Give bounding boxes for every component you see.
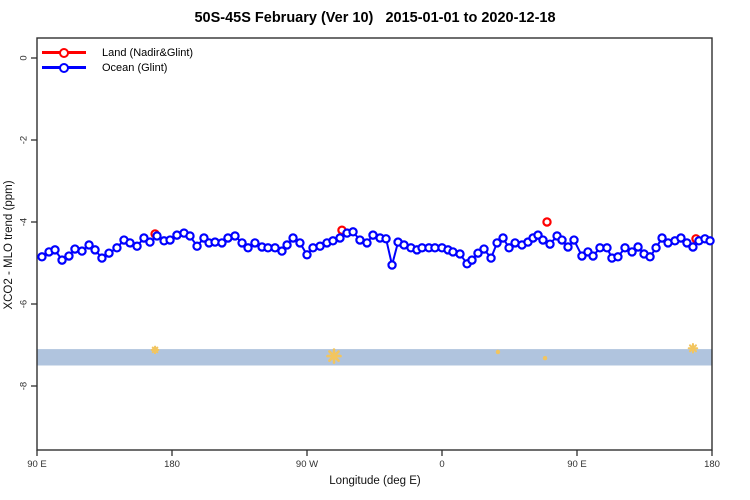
ocean-data-point [381, 234, 391, 244]
ocean-data-point [538, 235, 548, 245]
ocean-data-point [577, 251, 587, 261]
flagged-asterisk-icon [688, 344, 697, 353]
ocean-data-point [676, 233, 686, 243]
land-data-point [542, 217, 552, 227]
ocean-data-point [348, 227, 358, 237]
ocean-series-swatch [42, 62, 86, 73]
ocean-data-point [569, 235, 579, 245]
ocean-data-point [504, 243, 514, 253]
y-tick-label: -4 [19, 218, 30, 226]
ocean-data-point [486, 253, 496, 263]
ocean-data-point [139, 233, 149, 243]
ocean-data-point [145, 237, 155, 247]
ocean-data-point [588, 251, 598, 261]
ocean-data-point [37, 252, 47, 262]
flagged-asterisk-icon [543, 356, 547, 361]
x-tick-label: 90 E [27, 459, 47, 470]
y-axis-title: XCO2 - MLO trend (ppm) [3, 180, 15, 310]
legend-item-land: Land (Nadir&Glint) [42, 45, 193, 60]
chart-title: 50S-45S February (Ver 10) 2015-01-01 to … [194, 10, 556, 26]
ocean-data-point [492, 238, 502, 248]
x-tick-label: 0 [439, 459, 444, 470]
ocean-data-point [613, 252, 623, 262]
ocean-data-point [288, 233, 298, 243]
ocean-data-point [657, 233, 667, 243]
legend-circle-icon [59, 62, 69, 73]
ocean-data-point [498, 233, 508, 243]
ocean-data-point [64, 251, 74, 261]
legend-label-ocean: Ocean (Glint) [102, 61, 168, 74]
y-tick-label: 0 [19, 55, 30, 60]
flagged-asterisk-icon [328, 350, 340, 362]
flagged-asterisk-icon [151, 346, 159, 354]
ocean-data-point [152, 231, 162, 241]
land-series-swatch [42, 47, 86, 58]
ocean-data-point [620, 243, 630, 253]
ocean-data-point [627, 247, 637, 257]
ocean-data-point [50, 245, 60, 255]
ocean-data-point [633, 242, 643, 252]
ocean-data-point [97, 253, 107, 263]
ocean-data-point [217, 238, 227, 248]
ocean-data-point [112, 243, 122, 253]
ocean-data-point [473, 248, 483, 258]
ocean-data-point [277, 246, 287, 256]
ocean-data-point [77, 246, 87, 256]
ocean-data-point [132, 241, 142, 251]
ocean-data-point [57, 255, 67, 265]
ocean-data-point [282, 240, 292, 250]
y-tick-label: -8 [19, 382, 30, 390]
ocean-data-point [295, 238, 305, 248]
legend-item-ocean: Ocean (Glint) [42, 60, 193, 75]
ocean-data-point [230, 231, 240, 241]
ocean-data-point [387, 260, 397, 270]
ocean-data-point [557, 235, 567, 245]
x-tick-label: 90 W [296, 459, 318, 470]
y-tick-label: -6 [19, 300, 30, 308]
ocean-data-point [455, 249, 465, 259]
legend: Land (Nadir&Glint) Ocean (Glint) [42, 45, 193, 75]
legend-label-land: Land (Nadir&Glint) [102, 46, 194, 59]
ocean-data-point [602, 243, 612, 253]
ocean-data-point [645, 252, 655, 262]
ocean-data-point [185, 231, 195, 241]
ocean-data-point [479, 244, 489, 254]
x-tick-label: 90 E [567, 459, 587, 470]
ocean-data-point [705, 236, 715, 246]
x-tick-label: 180 [704, 459, 720, 470]
ocean-data-point [192, 241, 202, 251]
ocean-data-point [125, 238, 135, 248]
ocean-data-point [688, 242, 698, 252]
reference-band [37, 349, 712, 366]
flagged-asterisk-icon [496, 350, 500, 354]
ocean-data-point [563, 242, 573, 252]
ocean-data-point [545, 239, 555, 249]
ocean-data-point [84, 240, 94, 250]
ocean-data-point [362, 238, 372, 248]
ocean-data-point [651, 243, 661, 253]
ocean-data-point [237, 238, 247, 248]
ocean-data-point [104, 248, 114, 258]
ocean-data-point [302, 250, 312, 260]
ocean-data-point [165, 235, 175, 245]
x-tick-label: 180 [164, 459, 180, 470]
legend-circle-icon [59, 47, 69, 58]
ocean-data-point [243, 243, 253, 253]
ocean-data-point [250, 238, 260, 248]
ocean-data-point [335, 233, 345, 243]
ocean-data-point [682, 238, 692, 248]
ocean-data-point [90, 245, 100, 255]
y-tick-label: -2 [19, 136, 30, 144]
ocean-data-point [467, 255, 477, 265]
x-axis-title: Longitude (deg E) [329, 475, 421, 487]
